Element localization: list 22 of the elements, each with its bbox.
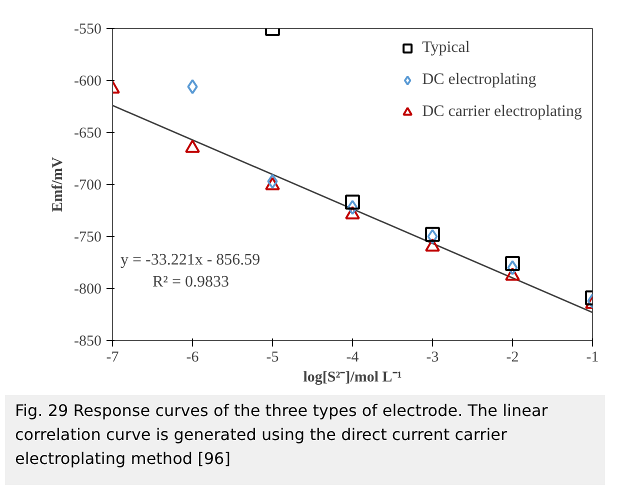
annotation: y = -33.221x - 856.59 <box>120 252 260 268</box>
caption: Fig. 29 Response curves of the three types of electrode. The linear correlation curve is generated using the direct current carrier electroplating method [96] <box>15 400 549 470</box>
x-axis-title: log[S²⁻]/mol L⁻¹ <box>303 370 402 386</box>
legend-label: Typical <box>422 39 470 57</box>
y-tick-label: -650 <box>74 126 102 142</box>
legend-label: DC electroplating <box>422 71 536 89</box>
y-tick-label: -800 <box>74 282 102 298</box>
y-tick-label: -850 <box>74 334 102 350</box>
x-tick-label: -7 <box>106 350 120 366</box>
x-tick-label: -2 <box>506 350 519 366</box>
y-tick-label: -550 <box>74 22 102 38</box>
legend-label: DC carrier electroplating <box>422 103 582 121</box>
x-tick-label: -3 <box>426 350 439 366</box>
x-tick-label: -6 <box>186 350 200 366</box>
y-axis-title: Emf/mV <box>50 156 66 212</box>
y-tick-label: -700 <box>74 178 102 194</box>
x-tick-label: -1 <box>586 350 599 366</box>
annotation: R² = 0.9833 <box>152 274 229 290</box>
x-tick-label: -4 <box>346 350 360 366</box>
y-tick-label: -750 <box>74 230 102 246</box>
y-tick-label: -600 <box>74 74 102 90</box>
x-tick-label: -5 <box>266 350 279 366</box>
